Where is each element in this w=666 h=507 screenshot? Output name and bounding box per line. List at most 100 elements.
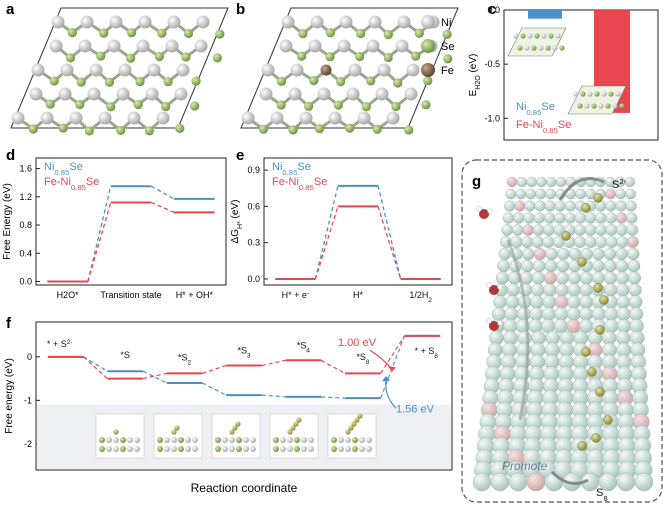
se-atom xyxy=(163,77,173,87)
thumb-atom xyxy=(573,91,579,97)
crystal-structure-fe-ni085se xyxy=(240,7,459,135)
x-category-label: 1/2H2 xyxy=(409,290,432,304)
se-atom xyxy=(366,76,376,86)
surface-atom xyxy=(493,295,507,309)
annotation-ni-barrier: 1.56 eV xyxy=(396,404,435,416)
surface-atom xyxy=(536,176,547,188)
thumb-atom xyxy=(584,103,590,109)
panel-label-f: f xyxy=(6,315,12,332)
surface-atom xyxy=(591,307,606,321)
ni-atom xyxy=(127,111,141,125)
se-atom xyxy=(104,77,115,87)
legend-se: Se xyxy=(441,41,454,53)
hydrogen-atom xyxy=(487,208,493,214)
dopant-atom xyxy=(533,247,546,261)
thumb-atom xyxy=(120,446,126,452)
surface-atom xyxy=(567,283,581,297)
surface-atom xyxy=(554,212,566,224)
surface-atom xyxy=(564,200,576,212)
thumb-atom xyxy=(577,103,583,109)
surface-atom xyxy=(592,259,605,273)
surface-atom xyxy=(504,200,516,212)
surface-atom xyxy=(532,259,546,273)
ni-atom xyxy=(174,87,188,101)
panel-label-c: c xyxy=(488,1,496,18)
transition-connector xyxy=(320,359,346,374)
sulfur-atom xyxy=(603,415,613,425)
surface-atom xyxy=(523,212,535,224)
se-atom xyxy=(297,51,307,61)
thumb-atom xyxy=(294,437,300,443)
transition-connector xyxy=(202,382,227,396)
ni-atom xyxy=(80,15,94,29)
surface-atom xyxy=(556,259,570,273)
se-atom xyxy=(175,123,185,133)
thumb-atom xyxy=(273,437,279,443)
se-atom xyxy=(45,99,55,109)
transition-connector xyxy=(261,359,286,367)
dopant-atom xyxy=(615,212,628,224)
chart-f-sulfur-reaction: 0 -1 -2 Free energy (eV) Reaction coordinate… xyxy=(4,321,453,495)
surface-atom xyxy=(501,224,513,236)
se-atom xyxy=(355,51,365,62)
thumb-atom xyxy=(164,437,170,443)
ni-atom xyxy=(348,63,362,77)
thumb-atom xyxy=(352,437,358,443)
legend-c-fe-ni085se: Fe-Ni0.85Se xyxy=(516,119,571,135)
ni-atom xyxy=(165,39,179,53)
plot-frame xyxy=(263,157,453,286)
y-tick-label: 1.2 xyxy=(19,192,32,202)
dopant-atom xyxy=(522,224,534,236)
thumb-atom xyxy=(366,446,372,452)
ni-atom xyxy=(357,111,371,125)
surface-atom xyxy=(575,188,586,200)
thumb-atom xyxy=(294,446,300,452)
ni-atom xyxy=(31,63,45,77)
surface-atom xyxy=(579,295,594,309)
transition-connector xyxy=(377,206,402,280)
surface-atom xyxy=(615,259,629,273)
se-atom xyxy=(276,100,286,110)
se-atom xyxy=(372,124,382,134)
se-atom-icon xyxy=(421,39,435,53)
surface-atom xyxy=(529,307,544,321)
thumb-atom xyxy=(280,446,286,452)
crystal-structure-ni085se xyxy=(10,7,229,136)
thumb-atom xyxy=(601,91,607,97)
surface-atom xyxy=(556,271,569,285)
thumb-atom xyxy=(134,446,140,452)
ni-atom xyxy=(290,63,304,77)
transition-connector xyxy=(83,356,108,372)
ni-atom xyxy=(196,15,210,29)
thumb-atom xyxy=(287,446,293,452)
surface-atom xyxy=(615,247,628,261)
surface-atom xyxy=(604,307,619,321)
surface-atom xyxy=(592,247,605,261)
thumb-atom xyxy=(178,446,184,452)
legend-fe-ni085se: Fe-Ni0.85Se xyxy=(272,176,327,192)
surface-atom xyxy=(472,472,492,492)
thumb-atom xyxy=(366,437,372,443)
sulfur-atom xyxy=(577,257,587,267)
ni-atom xyxy=(337,39,351,53)
thumb-atom xyxy=(106,446,112,452)
y-axis-label: EH2O (eV) xyxy=(468,54,482,97)
ni-atom xyxy=(288,87,302,101)
surface-atom xyxy=(568,271,581,285)
surface-atom xyxy=(530,295,544,309)
ni-atom xyxy=(259,87,273,101)
se-atom xyxy=(190,101,200,111)
thumb-atom xyxy=(113,446,119,452)
surface-atom xyxy=(584,212,597,224)
surface-atom xyxy=(567,295,581,309)
thumb-atom xyxy=(608,91,614,97)
schematic-g: g S2- S8 Promote xyxy=(461,159,663,503)
sulfur-atom xyxy=(561,231,571,241)
y-tick-label: 0 xyxy=(27,352,32,362)
surface-atom xyxy=(543,283,557,297)
surface-atom xyxy=(545,188,557,200)
thumb-atom xyxy=(338,437,344,443)
thumb-atom xyxy=(192,446,198,452)
thumb-atom xyxy=(548,33,554,39)
arrow-blue xyxy=(385,378,397,409)
